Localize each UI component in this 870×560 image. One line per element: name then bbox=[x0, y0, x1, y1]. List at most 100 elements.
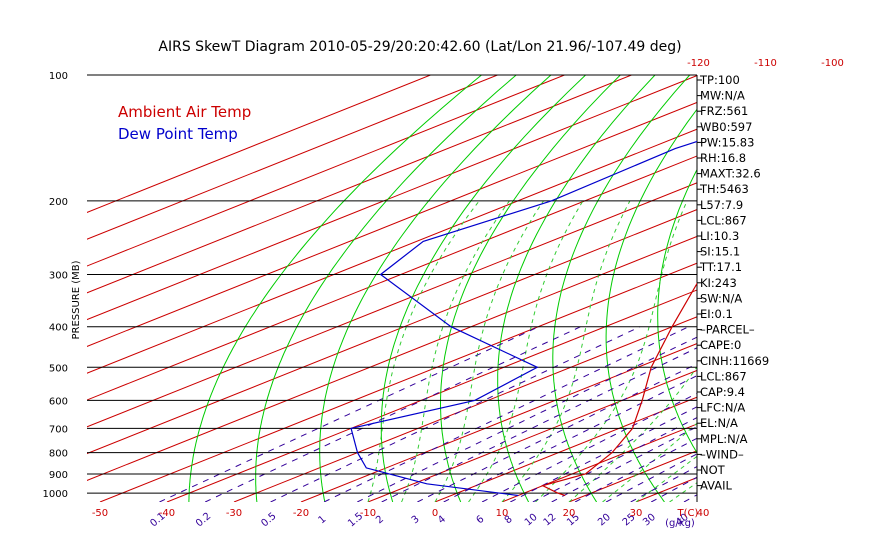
dry-adiabat-line bbox=[756, 75, 868, 502]
index-label: TT:17.1 bbox=[699, 260, 742, 274]
pressure-tick-label: 700 bbox=[49, 424, 68, 435]
mixing-ratio-label: 20 bbox=[596, 512, 613, 529]
mixing-ratio-line bbox=[532, 417, 697, 502]
isotherm-line bbox=[87, 155, 697, 401]
pressure-tick-label: 400 bbox=[49, 323, 68, 334]
index-label: TH:5463 bbox=[699, 182, 749, 196]
index-label: FRZ:561 bbox=[700, 104, 748, 118]
pressure-tick-label: 500 bbox=[49, 363, 68, 374]
isotherm-line bbox=[87, 101, 697, 347]
bottom-temperature-tick: 30 bbox=[630, 508, 643, 519]
pressure-tick-label: 800 bbox=[49, 449, 68, 460]
index-label: L57:7.9 bbox=[700, 198, 743, 212]
moist-adiabat-line bbox=[401, 200, 510, 502]
index-label: NOT bbox=[700, 463, 726, 477]
dry-adiabat-line bbox=[849, 75, 870, 502]
y-axis-label: PRESSURE (MB) bbox=[71, 260, 82, 339]
dry-adiabat-line bbox=[605, 108, 697, 502]
pressure-tick-label: 900 bbox=[49, 470, 68, 481]
isotherm-line bbox=[434, 396, 697, 502]
pressure-tick-label: 300 bbox=[49, 271, 68, 282]
legend-temperature: Ambient Air Temp bbox=[118, 103, 251, 121]
temperature-profile-line bbox=[541, 282, 697, 497]
mixing-ratio-label: 12 bbox=[542, 512, 559, 529]
bottom-temperature-tick: 40 bbox=[697, 508, 710, 519]
top-temperature-tick: -120 bbox=[687, 58, 710, 69]
moist-adiabat-line bbox=[468, 200, 584, 502]
isotherm-line bbox=[770, 75, 870, 502]
moist-adiabat-line bbox=[535, 200, 688, 502]
isobar-lines bbox=[87, 74, 698, 502]
pressure-tick-label: 600 bbox=[49, 396, 68, 407]
mixing-ratio-line bbox=[357, 336, 697, 502]
isotherm-line bbox=[87, 235, 697, 481]
index-label: CAP:9.4 bbox=[700, 385, 745, 399]
dry-adiabat-line bbox=[803, 75, 870, 502]
isotherm-line bbox=[87, 75, 565, 267]
isotherm-line bbox=[233, 316, 697, 502]
bottom-temperature-tick: 20 bbox=[563, 508, 576, 519]
mixing-ratio-line bbox=[159, 326, 540, 502]
isotherm-line bbox=[87, 75, 697, 321]
mixing-ratio-label: 0.5 bbox=[259, 511, 278, 530]
mixing-ratio-label: 3 bbox=[410, 514, 422, 527]
isotherm-line bbox=[87, 75, 632, 294]
top-temperature-tick: -110 bbox=[754, 58, 777, 69]
index-label: SW:N/A bbox=[700, 291, 742, 305]
index-label: RH:16.8 bbox=[700, 151, 746, 165]
mixing-ratio-line bbox=[481, 392, 697, 502]
moist-adiabat-line bbox=[501, 200, 631, 502]
chart-title: AIRS SkewT Diagram 2010-05-29/20:20:42.6… bbox=[158, 39, 681, 55]
isotherm-line bbox=[87, 182, 697, 428]
background-lines bbox=[87, 75, 870, 502]
mixing-ratio-label: 6 bbox=[474, 514, 486, 527]
pressure-tick-label: 200 bbox=[49, 197, 68, 208]
index-label: WB0:597 bbox=[700, 120, 752, 134]
mixing-ratio-label: 2 bbox=[374, 514, 386, 527]
bottom-temperature-tick: 0 bbox=[432, 508, 438, 519]
isotherm-line bbox=[87, 209, 697, 455]
mixing-ratio-unit: (g/kg) bbox=[665, 518, 695, 529]
index-label: –WIND– bbox=[700, 447, 744, 461]
index-label: PW:15.83 bbox=[700, 135, 754, 149]
isotherm-line bbox=[99, 262, 697, 502]
index-label: LFC:N/A bbox=[700, 401, 745, 415]
index-label: AVAIL bbox=[700, 479, 733, 493]
index-label: LCL:867 bbox=[700, 213, 747, 227]
index-label: KI:243 bbox=[700, 276, 737, 290]
mixing-ratio-line bbox=[510, 406, 697, 502]
dewpoint-profile-line bbox=[350, 140, 697, 497]
temperature-unit-label: T(C) bbox=[677, 508, 699, 519]
moist-adiabat-line bbox=[434, 200, 544, 502]
dry-adiabat-line bbox=[188, 75, 482, 502]
top-temperature-tick: -100 bbox=[821, 58, 844, 69]
index-label: LI:10.3 bbox=[700, 229, 739, 243]
mixing-ratio-label: 10 bbox=[523, 512, 540, 529]
bottom-temperature-tick: -10 bbox=[360, 508, 376, 519]
dry-adiabat-line bbox=[497, 75, 656, 502]
bottom-temperature-tick: -30 bbox=[226, 508, 242, 519]
mixing-ratio-line bbox=[270, 326, 641, 502]
index-label: EL:N/A bbox=[700, 416, 738, 430]
isotherm-line bbox=[87, 75, 431, 213]
index-label: LCL:867 bbox=[700, 369, 747, 383]
isotherm-line bbox=[367, 369, 697, 502]
dry-adiabat-line bbox=[657, 168, 697, 454]
moist-adiabat-line bbox=[635, 455, 697, 502]
index-label: MPL:N/A bbox=[700, 432, 748, 446]
index-label: CAPE:0 bbox=[700, 338, 741, 352]
mixing-ratio-label: 8 bbox=[503, 514, 515, 527]
profile-lines bbox=[350, 140, 697, 497]
mixing-ratio-label: 4 bbox=[436, 514, 448, 527]
bottom-temperature-tick: -50 bbox=[92, 508, 108, 519]
isotherm-line bbox=[87, 128, 697, 374]
bottom-temperature-tick: -40 bbox=[159, 508, 175, 519]
index-label: TP:100 bbox=[699, 73, 740, 87]
bottom-temperature-tick: -20 bbox=[293, 508, 309, 519]
moist-adiabat-line bbox=[737, 201, 870, 502]
pressure-tick-label: 100 bbox=[49, 71, 68, 82]
pressure-tick-label: 1000 bbox=[43, 489, 68, 500]
index-label: SI:15.1 bbox=[700, 245, 740, 259]
isotherm-line bbox=[300, 343, 697, 502]
